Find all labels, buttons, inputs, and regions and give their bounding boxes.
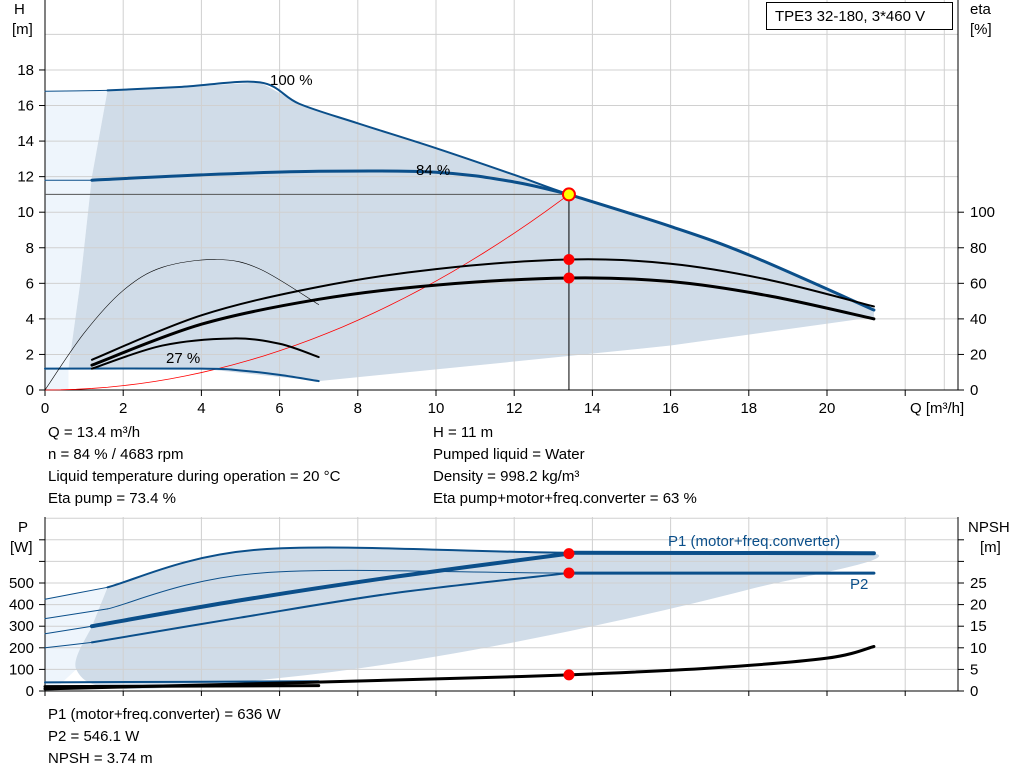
y-right-tick-label: 20 [970,346,987,363]
power-tick-label: 100 [9,661,34,678]
readout-h: H = 11 m [433,424,494,441]
y-tick-label: 2 [26,346,34,363]
annotation-84: 84 % [416,162,450,179]
head-curve-84 [90,169,571,196]
readout-density: Density = 998.2 kg/m³ [433,468,580,485]
npsh-tick-label: 15 [970,618,987,635]
power-tick-label: 200 [9,640,34,657]
power-axis-unit: [W] [10,539,33,556]
y-axis-unit: [m] [12,21,33,38]
power-axis-label: P [18,519,28,536]
y-tick-label: 12 [17,169,34,186]
npsh-tick-label: 25 [970,575,987,592]
readout-temperature: Liquid temperature during operation = 20… [48,468,341,485]
npsh-tick-label: 10 [970,640,987,657]
x-axis-label: Q [m³/h] [910,400,964,417]
x-tick-label: 0 [41,400,49,417]
y-tick-label: 6 [26,275,34,292]
x-tick-label: 14 [584,400,601,417]
npsh-curve [43,645,876,691]
p2-curve-84 [90,572,570,644]
npsh-tick-label: 0 [970,683,978,700]
y-tick-label: 8 [26,240,34,257]
y-right-tick-label: 40 [970,311,987,328]
y-right-axis-unit: [%] [970,21,992,38]
head-curve-27 [44,367,320,383]
operating-region [68,82,874,382]
power-region [75,547,880,690]
legend-p2: P2 [850,576,868,593]
eta-pump-curve [90,258,875,361]
y-right-axis-label: eta [970,1,992,18]
y-tick-label: 16 [17,98,34,115]
operating-region-light [45,90,108,391]
x-tick-label: 20 [819,400,836,417]
power-region-light [45,587,108,691]
y-right-tick-label: 0 [970,382,978,399]
readout-liquid: Pumped liquid = Water [433,446,585,463]
npsh-axis-label: NPSH [968,519,1010,536]
pump-title-box: TPE3 32-180, 3*460 V [766,2,953,30]
p1-curve-100-thin [44,586,109,600]
power-tick-label: 300 [9,618,34,635]
p2-curve-84-thin [44,641,93,649]
p1-duty-point [563,548,575,560]
legend-p1: P1 (motor+freq.converter) [668,533,840,550]
x-tick-label: 16 [662,400,679,417]
eta-total-curve-27 [90,337,320,370]
y-axis-label: H [14,1,25,18]
npsh-tick-label: 5 [970,661,978,678]
readout-npsh: NPSH = 3.74 m [48,750,153,767]
p2-curve-100-thin [44,608,109,620]
power-tick-label: 0 [26,683,34,700]
y-right-tick-label: 60 [970,275,987,292]
y-tick-label: 0 [26,382,34,399]
power-tick-label: 400 [9,597,34,614]
readout-speed: n = 84 % / 4683 rpm [48,446,184,463]
readout-q: Q = 13.4 m³/h [48,424,141,441]
p1-curve-84 [89,551,571,629]
y-right-tick-label: 100 [970,204,995,221]
system-curve [44,194,570,391]
y-right-tick-label: 80 [970,240,987,257]
power-tick-label: 500 [9,575,34,592]
npsh-axis-unit: [m] [980,539,1001,556]
duty-point [561,187,576,202]
eta-pump-curve-27 [44,259,319,391]
y-tick-label: 10 [17,204,34,221]
y-tick-label: 4 [26,311,34,328]
p1-curve-84-thin [44,625,93,635]
annotation-27: 27 % [166,350,200,367]
eta-pump-point [563,253,575,265]
x-tick-label: 12 [506,400,523,417]
head-curve-84-continuation [567,192,876,312]
npsh-tick-label: 20 [970,597,987,614]
annotation-100: 100 % [270,72,313,89]
readout-p2: P2 = 546.1 W [48,728,140,745]
y-tick-label: 18 [17,62,34,79]
readout-eta-pump: Eta pump = 73.4 % [48,490,176,507]
x-tick-label: 6 [275,400,283,417]
head-curve-100-thin [44,89,109,92]
x-tick-label: 4 [197,400,205,417]
npsh-duty-point [563,669,575,681]
readout-p1: P1 (motor+freq.converter) = 636 W [48,706,281,723]
eta-total-curve [90,276,876,367]
y-tick-label: 14 [17,133,34,150]
eta-total-point [563,272,575,284]
x-tick-label: 8 [354,400,362,417]
p2-duty-point [563,567,575,579]
readout-eta-total: Eta pump+motor+freq.converter = 63 % [433,490,697,507]
x-tick-label: 18 [740,400,757,417]
x-tick-label: 2 [119,400,127,417]
x-tick-label: 10 [428,400,445,417]
